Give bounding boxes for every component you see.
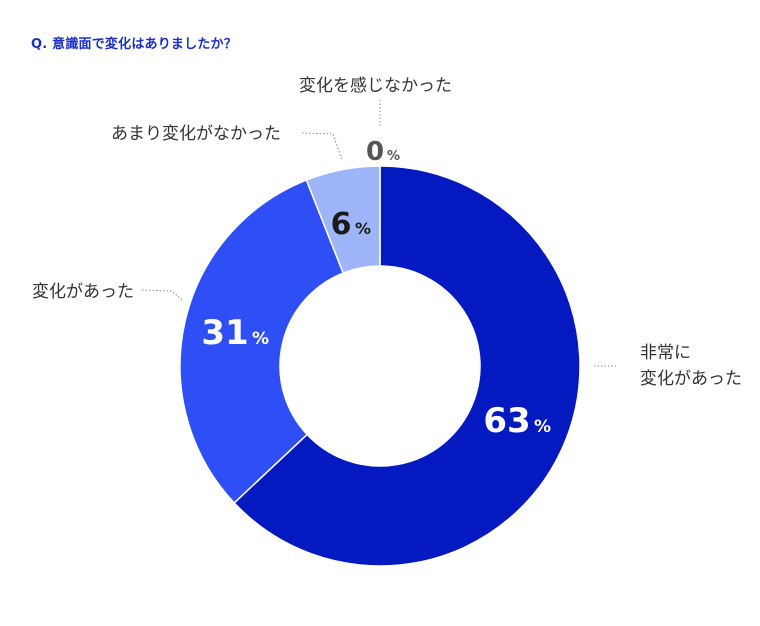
category-label-very-changed-line2: 変化があった bbox=[640, 369, 742, 389]
slice-changed bbox=[179, 179, 345, 504]
percent-sign-very-changed: % bbox=[534, 417, 551, 437]
value-label-not-felt: 0 bbox=[366, 137, 384, 167]
slice-little-changed bbox=[305, 165, 381, 274]
percent-sign-not-felt: % bbox=[387, 149, 400, 164]
leader-line-little-changed bbox=[301, 132, 343, 161]
question-title: Q. 意識面で変化はありましたか？ bbox=[31, 37, 237, 52]
value-label-very-changed: 63 bbox=[483, 401, 530, 441]
category-label-very-changed-line1: 非常に bbox=[640, 343, 691, 363]
category-label-not-felt: 変化を感じなかった bbox=[299, 76, 452, 96]
percent-sign-changed: % bbox=[252, 329, 269, 349]
value-label-little-changed: 6 bbox=[331, 207, 352, 242]
percent-sign-little-changed: % bbox=[355, 219, 371, 238]
category-label-changed: 変化があった bbox=[32, 282, 134, 302]
leader-line-changed bbox=[141, 289, 183, 301]
slice-very-changed bbox=[233, 165, 581, 567]
category-label-little-changed: あまり変化がなかった bbox=[111, 124, 281, 144]
value-label-changed: 31 bbox=[201, 313, 248, 353]
